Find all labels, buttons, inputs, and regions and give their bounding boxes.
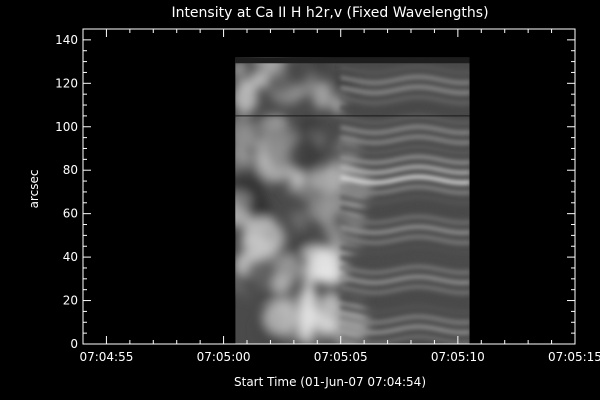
y-tick-label: 100 (55, 120, 78, 134)
intensity-band (340, 164, 470, 175)
intensity-band (340, 184, 470, 195)
intensity-band (340, 134, 470, 145)
intensity-blob (286, 184, 299, 194)
y-axis: 0 20 40 60 80 100 120 140 (55, 33, 575, 351)
intensity-blob (301, 244, 329, 261)
intensity-blob (307, 193, 337, 223)
intensity-band (340, 254, 470, 265)
x-axis: 07:04:55 07:05:00 07:05:05 07:05:10 07:05:15 (79, 29, 600, 364)
intensity-blob (235, 190, 252, 210)
intensity-blob (312, 80, 333, 110)
intensity-band (340, 224, 470, 235)
intensity-band (340, 124, 470, 135)
intensity-blob (289, 168, 306, 188)
intensity-blob (271, 273, 289, 295)
intensity-band (340, 144, 470, 155)
intensity-band (340, 204, 470, 215)
intensity-band (340, 234, 470, 245)
y-tick-label: 60 (63, 207, 78, 221)
intensity-band (340, 154, 470, 165)
intensity-blob (244, 145, 261, 158)
y-tick-label: 0 (70, 337, 78, 351)
intensity-image (235, 57, 470, 344)
intensity-band (340, 324, 470, 335)
intensity-blob (265, 73, 295, 94)
intensity-blob (292, 209, 309, 231)
intensity-band (340, 104, 470, 115)
y-tick-label: 140 (55, 33, 78, 47)
intensity-blob (263, 299, 298, 335)
intensity-band (340, 64, 470, 75)
intensity-band (340, 294, 470, 305)
intensity-band (340, 304, 470, 315)
x-tick-label: 07:05:05 (314, 350, 368, 364)
plot-frame (82, 28, 576, 345)
intensity-band (340, 214, 470, 225)
intensity-band (340, 314, 470, 325)
intensity-blob (310, 167, 345, 194)
intensity-blob (235, 82, 258, 114)
image-top-strip (235, 57, 470, 64)
intensity-band (340, 94, 470, 105)
intensity-band (340, 84, 470, 95)
x-tick-label: 07:05:10 (431, 350, 485, 364)
intensity-band (340, 274, 470, 285)
intensity-band (340, 194, 470, 205)
x-axis-label: Start Time (01-Jun-07 07:04:54) (234, 375, 426, 389)
y-tick-label: 40 (63, 250, 78, 264)
intensity-blob (288, 139, 321, 174)
x-tick-label: 07:05:00 (197, 350, 251, 364)
intensity-band (340, 74, 470, 85)
intensity-band (340, 114, 470, 125)
y-tick-label: 80 (63, 163, 78, 177)
y-tick-label: 120 (55, 76, 78, 90)
intensity-blob (329, 148, 350, 164)
intensity-blob (244, 259, 279, 303)
intensity-blob (264, 226, 279, 241)
chart-title: Intensity at Ca II H h2r,v (Fixed Wavele… (171, 5, 488, 21)
y-axis-label: arcsec (27, 170, 41, 209)
intensity-band (340, 284, 470, 295)
intensity-blob (301, 306, 324, 329)
intensity-band (340, 334, 470, 344)
intensity-band (340, 244, 470, 255)
x-tick-label: 07:04:55 (79, 350, 133, 364)
x-tick-label: 07:05:15 (548, 350, 600, 364)
intensity-band (340, 174, 470, 185)
y-tick-label: 20 (63, 294, 78, 308)
intensity-blob (320, 292, 339, 314)
intensity-blob (235, 115, 256, 147)
intensity-band (340, 264, 470, 275)
intensity-blob (236, 70, 254, 84)
